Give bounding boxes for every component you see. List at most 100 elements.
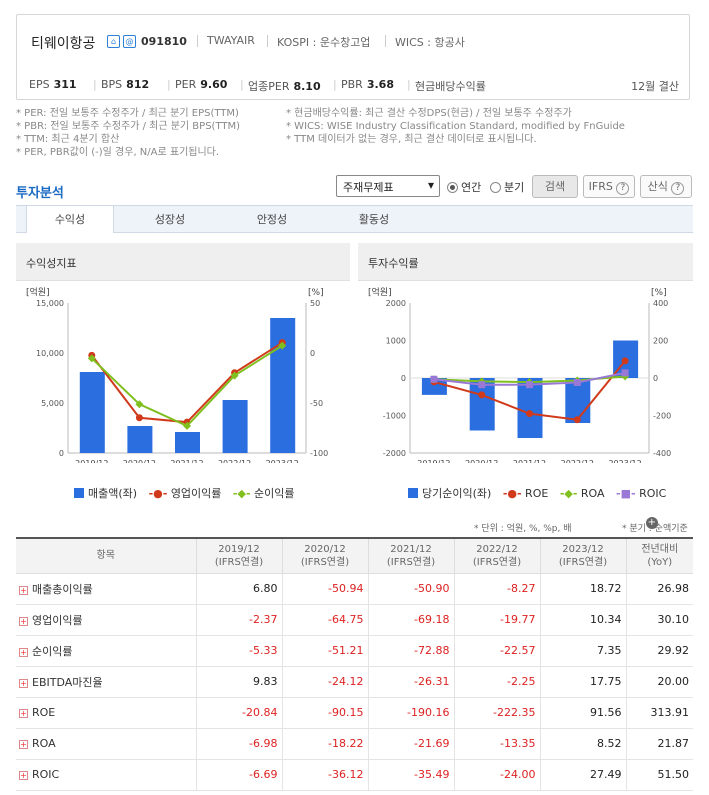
table-cell: -22.57 <box>454 635 541 667</box>
series-line <box>91 341 283 424</box>
expand-row-icon[interactable]: + <box>19 678 28 688</box>
radio-empty-icon <box>490 182 501 193</box>
table-cell: 21.87 <box>626 728 693 760</box>
notes-left: * PER: 전일 보통주 수정주가 / 최근 분기 EPS(TTM) * PBR… <box>16 108 241 158</box>
expand-icon[interactable]: + <box>645 516 658 529</box>
series-line <box>91 344 283 428</box>
y-left-tick: 0 <box>401 374 406 383</box>
line-point <box>526 410 533 418</box>
radio-selected-icon <box>447 182 458 193</box>
expand-row-icon[interactable]: + <box>19 585 28 595</box>
table-row: + EBITDA마진율 9.83 -24.12 -26.31 -2.25 17.75 20.0… <box>16 666 693 698</box>
row-label[interactable]: + 영업이익률 <box>16 604 197 636</box>
left-unit: [억원] <box>26 286 50 298</box>
header-period: 2022/12 (IFRS연결) <box>454 537 541 574</box>
line-point <box>430 375 438 383</box>
table-cell: -8.27 <box>454 573 541 605</box>
bar-legend-icon <box>408 488 418 498</box>
y-right-tick: -100 <box>310 449 328 458</box>
y-right-tick: 400 <box>653 299 668 308</box>
row-label[interactable]: + 매출총이익률 <box>16 573 197 605</box>
table-cell: -19.77 <box>454 604 541 636</box>
y-left-tick: -1000 <box>383 412 406 421</box>
tab-growth[interactable]: 성장성 <box>154 213 186 226</box>
unit-note: * 단위 : 억원, %, %p, 배 <box>474 524 572 534</box>
y-right-tick: 50 <box>310 299 320 308</box>
line-point <box>183 421 191 430</box>
expand-row-icon[interactable]: + <box>19 771 28 780</box>
annual-radio[interactable]: 연간 <box>447 179 481 195</box>
bar <box>127 426 153 453</box>
x-tick: 2022/12 <box>561 459 594 463</box>
fiscal-label: 12월 결산 <box>631 80 679 93</box>
tab-stability[interactable]: 안정성 <box>256 213 288 226</box>
help-icon: ? <box>616 182 630 195</box>
table-row: + ROIC -6.69 -36.12 -35.49 -24.00 27.49 51.50 <box>16 759 693 791</box>
expand-row-icon[interactable]: + <box>19 740 28 749</box>
line-point <box>230 371 239 380</box>
quarter-note: * 분기 : 순액기준 <box>622 524 688 534</box>
x-tick: 2019/12 <box>75 459 108 463</box>
table-cell: -51.21 <box>282 635 369 667</box>
statement-select[interactable]: 주재무제표 <box>336 175 440 197</box>
expand-row-icon[interactable]: + <box>19 616 28 626</box>
line-point <box>478 381 486 389</box>
line-point <box>573 379 581 386</box>
x-tick: 2020/12 <box>123 459 156 463</box>
row-label[interactable]: + ROA <box>16 728 197 760</box>
home-icon[interactable]: ⌂ <box>107 35 120 48</box>
link-icon[interactable]: @ <box>123 35 136 48</box>
company-name: 티웨이항공 <box>31 36 96 52</box>
line-point <box>478 391 486 399</box>
table-cell: -24.00 <box>454 759 541 791</box>
table-cell: -64.75 <box>282 604 369 636</box>
help-icon: ? <box>671 182 685 195</box>
table-cell: 30.10 <box>626 604 693 636</box>
line-point <box>526 381 533 389</box>
table-row: + 순이익률 -5.33 -51.21 -72.88 -22.57 7.35 29.92 <box>16 635 693 667</box>
table-cell: -6.69 <box>196 759 283 791</box>
x-tick: 2020/12 <box>465 459 498 463</box>
company-header: 티웨이항공 ⌂ @ 091810 TWAYAIR KOSPI : 운수창고업 W… <box>16 14 690 100</box>
tab-profitability[interactable]: 수익성 <box>26 205 114 233</box>
row-label[interactable]: + 순이익률 <box>16 635 197 667</box>
x-tick: 2023/12 <box>266 459 299 463</box>
table-cell: -222.35 <box>454 697 541 729</box>
expand-row-icon[interactable]: + <box>19 647 28 657</box>
line-point <box>135 400 144 409</box>
y-right-tick: 200 <box>653 337 668 346</box>
table-cell: 6.80 <box>196 573 283 605</box>
tab-activity[interactable]: 활동성 <box>358 213 390 226</box>
table-cell: -24.12 <box>282 666 369 698</box>
x-tick: 2021/12 <box>170 459 203 463</box>
table-cell: -69.18 <box>368 604 455 636</box>
table-cell: 29.92 <box>626 635 693 667</box>
right-unit: [%] <box>308 288 324 298</box>
metric-pbr: PBR 3.68 <box>341 78 394 91</box>
line-point <box>278 341 287 350</box>
panel-title: 수익성지표 <box>16 243 350 281</box>
calc-button[interactable]: 산식 ? <box>640 175 692 198</box>
row-label[interactable]: + ROE <box>16 697 197 729</box>
y-right-tick: -200 <box>653 412 671 421</box>
bar <box>222 400 248 453</box>
quarter-radio[interactable]: 분기 <box>490 179 524 195</box>
expand-row-icon[interactable]: + <box>19 709 28 718</box>
table-cell: 17.75 <box>540 666 627 698</box>
table-cell: -90.15 <box>282 697 369 729</box>
table-cell: 8.52 <box>540 728 627 760</box>
table-cell: 7.35 <box>540 635 627 667</box>
table-cell: -20.84 <box>196 697 283 729</box>
line-point <box>135 414 143 422</box>
table-cell: 18.72 <box>540 573 627 605</box>
search-button[interactable]: 검색 <box>532 175 578 198</box>
table-cell: 10.34 <box>540 604 627 636</box>
table-cell: 26.98 <box>626 573 693 605</box>
row-label[interactable]: + ROIC <box>16 759 197 791</box>
notes-right: * 현금배당수익률: 최근 결산 수정DPS(현금) / 전일 보통주 수정주가… <box>286 108 625 145</box>
y-right-tick: 0 <box>310 349 315 358</box>
table-cell: -72.88 <box>368 635 455 667</box>
row-label[interactable]: + EBITDA마진율 <box>16 666 197 698</box>
ifrs-button[interactable]: IFRS ? <box>583 175 635 198</box>
table-cell: -13.35 <box>454 728 541 760</box>
